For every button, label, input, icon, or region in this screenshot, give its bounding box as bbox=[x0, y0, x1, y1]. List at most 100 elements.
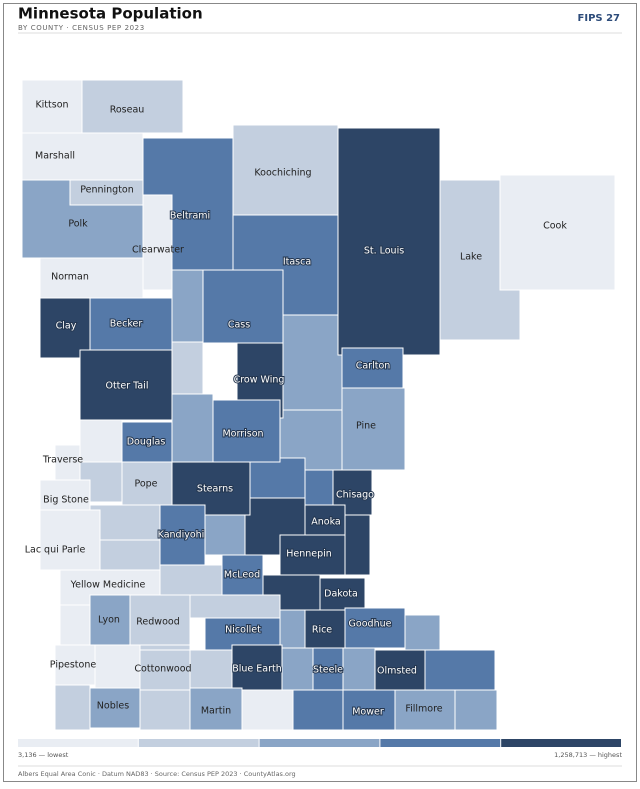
county-label: Otter Tail bbox=[105, 381, 148, 392]
county bbox=[424, 649, 496, 691]
legend-low-label: 3,136 — lowest bbox=[18, 751, 69, 759]
county-label: Cass bbox=[228, 320, 250, 331]
county-label: Cottonwood bbox=[134, 664, 191, 675]
county bbox=[232, 124, 339, 216]
county-label: Nobles bbox=[97, 701, 129, 712]
county bbox=[59, 604, 91, 646]
county bbox=[39, 509, 101, 571]
title: Minnesota Population bbox=[18, 5, 203, 23]
county bbox=[189, 687, 243, 731]
county bbox=[39, 479, 91, 511]
county-label: St. Louis bbox=[364, 246, 404, 257]
county-label: Olmsted bbox=[377, 666, 417, 677]
county-label: Blue Earth bbox=[232, 664, 282, 675]
county bbox=[142, 194, 173, 291]
county-label: Steele bbox=[313, 665, 343, 676]
county bbox=[279, 609, 306, 649]
county bbox=[139, 644, 191, 651]
county bbox=[281, 647, 314, 691]
county-label: Stearns bbox=[197, 484, 233, 495]
county bbox=[202, 269, 284, 344]
county-label: Crow Wing bbox=[234, 375, 285, 386]
county-label: Pope bbox=[134, 479, 157, 490]
county-label: McLeod bbox=[224, 570, 260, 581]
county-label: Douglas bbox=[127, 437, 166, 448]
footer: Albers Equal Area Conic · Datum NAD83 · … bbox=[18, 770, 296, 778]
county bbox=[374, 649, 426, 691]
county-label: Pennington bbox=[80, 185, 134, 196]
county-label: Lac qui Parle bbox=[25, 545, 86, 556]
county bbox=[94, 644, 141, 689]
county-label: Marshall bbox=[35, 151, 75, 162]
county bbox=[189, 594, 281, 619]
county bbox=[249, 457, 306, 499]
county-label: Chisago bbox=[336, 490, 374, 501]
county bbox=[121, 461, 173, 506]
county-label: Anoka bbox=[311, 517, 341, 528]
county-label: Redwood bbox=[136, 617, 179, 628]
county bbox=[171, 341, 204, 395]
county-label: Lyon bbox=[98, 615, 120, 626]
county-label: Rice bbox=[312, 625, 332, 636]
county-label: Pine bbox=[356, 421, 376, 432]
legend-swatch bbox=[138, 739, 259, 747]
county bbox=[341, 387, 406, 471]
county-label: Clearwater bbox=[132, 245, 184, 256]
county-label: Yellow Medicine bbox=[70, 580, 146, 591]
county bbox=[394, 689, 456, 731]
county bbox=[342, 689, 396, 731]
county bbox=[129, 594, 191, 646]
county bbox=[304, 504, 346, 541]
county bbox=[81, 79, 184, 134]
county-label: Norman bbox=[51, 272, 89, 283]
county bbox=[341, 347, 404, 389]
county bbox=[212, 399, 281, 463]
county bbox=[204, 514, 246, 556]
county-label: Dakota bbox=[324, 589, 358, 600]
county bbox=[312, 647, 344, 691]
county bbox=[404, 614, 441, 651]
county-label: Becker bbox=[110, 319, 143, 330]
county bbox=[171, 393, 214, 463]
county bbox=[139, 649, 191, 691]
county bbox=[292, 689, 344, 731]
county bbox=[139, 687, 191, 731]
county-label: Fillmore bbox=[405, 704, 442, 715]
county bbox=[79, 419, 123, 463]
county-label: Pipestone bbox=[50, 660, 97, 671]
county bbox=[282, 314, 343, 411]
county bbox=[54, 444, 81, 481]
county bbox=[499, 174, 616, 291]
county bbox=[304, 469, 334, 506]
county bbox=[454, 689, 498, 731]
county-label: Beltrami bbox=[170, 211, 210, 222]
legend-swatch bbox=[18, 739, 138, 747]
counties: Kittson Roseau Marshall Polk Pennington Beltr… bbox=[21, 79, 616, 731]
county bbox=[342, 647, 376, 691]
county-label: Kittson bbox=[35, 100, 68, 111]
county bbox=[344, 607, 406, 649]
county-label: Polk bbox=[68, 219, 88, 230]
county bbox=[344, 514, 371, 576]
county bbox=[89, 504, 161, 541]
legend-swatch bbox=[259, 739, 380, 747]
county-label: Traverse bbox=[42, 455, 83, 466]
county-label: Mower bbox=[352, 707, 384, 718]
county bbox=[89, 297, 173, 351]
county-label: Kandiyohi bbox=[158, 530, 205, 541]
county bbox=[171, 269, 204, 343]
county-label: Nicollet bbox=[225, 625, 261, 636]
county bbox=[159, 564, 223, 596]
county bbox=[89, 594, 131, 646]
county bbox=[231, 644, 283, 691]
county-label: Roseau bbox=[110, 105, 145, 116]
county bbox=[241, 689, 294, 731]
county-label: Martin bbox=[201, 706, 231, 717]
county-label: Itasca bbox=[283, 257, 311, 268]
county bbox=[159, 504, 206, 566]
county bbox=[79, 349, 173, 421]
legend-swatch bbox=[501, 739, 621, 747]
county-label: Cook bbox=[543, 221, 567, 232]
county bbox=[21, 79, 83, 134]
